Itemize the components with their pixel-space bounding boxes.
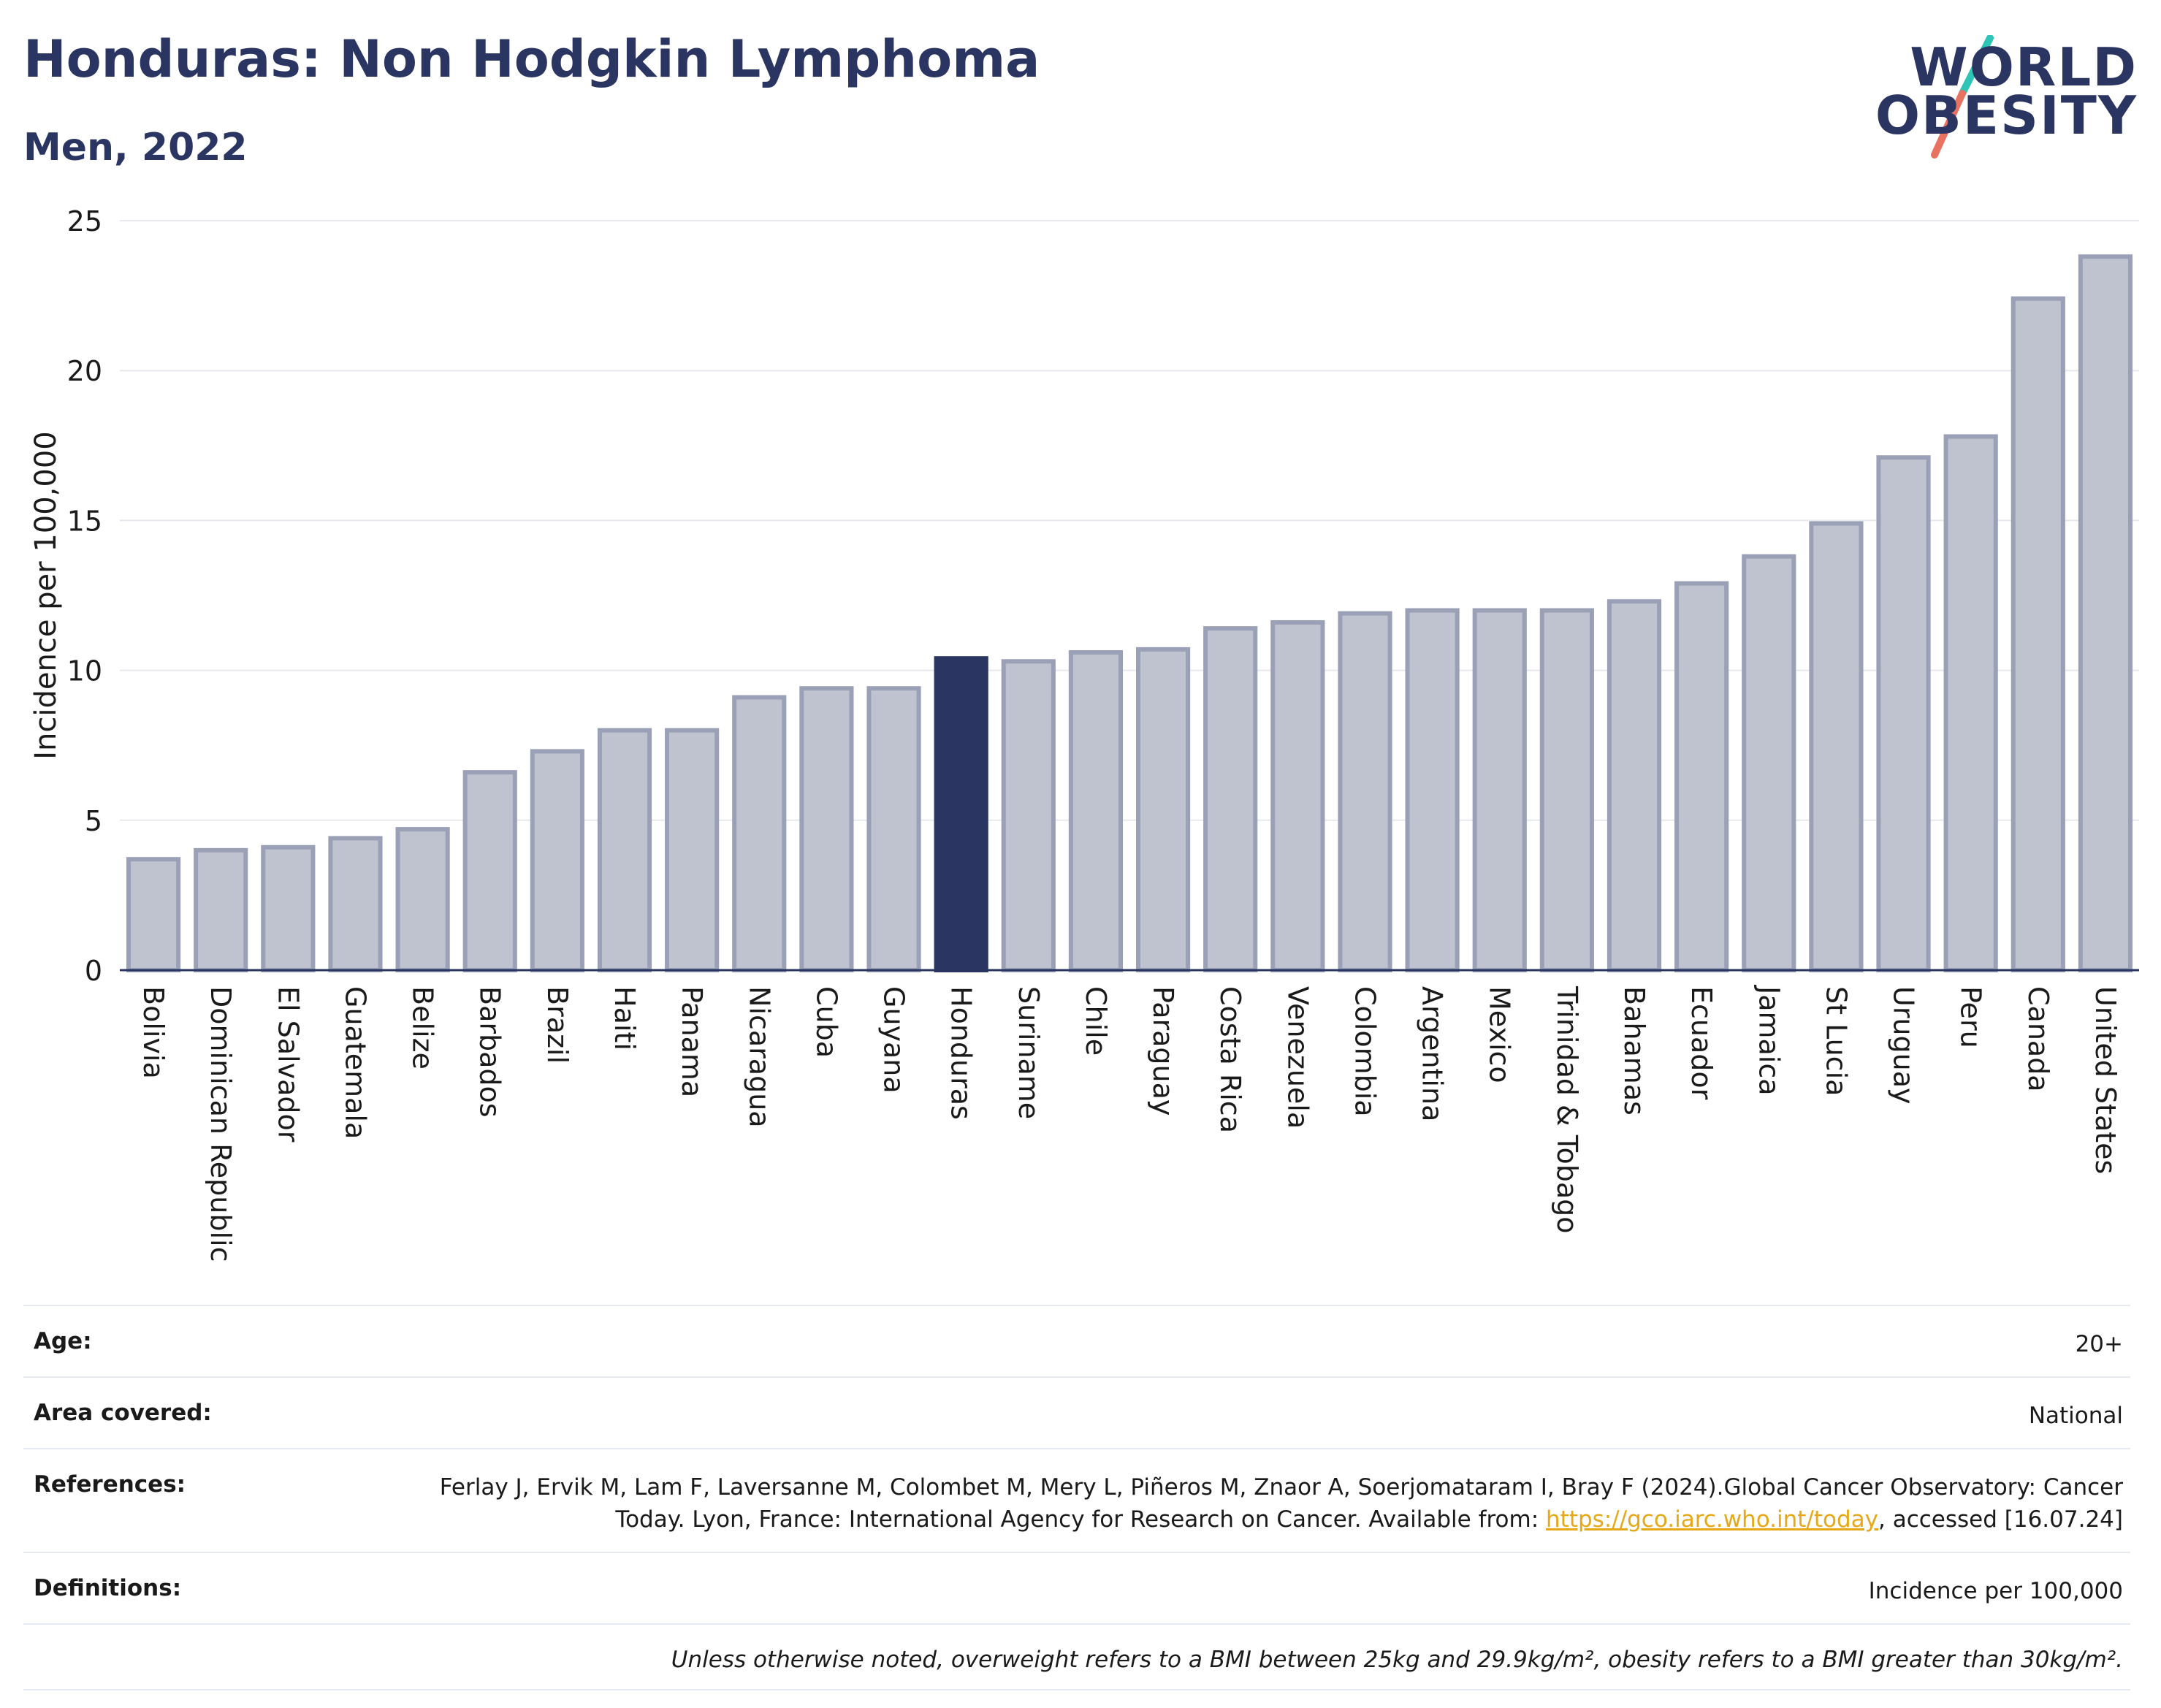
bar-nicaragua[interactable] (732, 695, 787, 972)
x-tick-label: Trinidad & Tobago (1551, 985, 1583, 1234)
bar-canada[interactable] (2011, 296, 2065, 973)
bar-peru[interactable] (1943, 434, 1998, 973)
x-tick-label: Paraguay (1147, 986, 1179, 1116)
bar-colombia[interactable] (1338, 611, 1392, 973)
logo-word-obesity: OBESITY (1875, 85, 2138, 146)
x-tick-label: Costa Rica (1214, 986, 1246, 1133)
x-tick-label: Peru (1955, 986, 1987, 1048)
bar-el-salvador[interactable] (261, 845, 316, 973)
meta-row-age: Age: 20+ (23, 1305, 2130, 1376)
world-obesity-logo: WORLD OBESITY (1875, 35, 2138, 159)
bar-st-lucia[interactable] (1809, 521, 1864, 972)
x-tick-label: Ecuador (1685, 986, 1718, 1100)
x-tick-label: Jamaica (1753, 985, 1785, 1096)
x-tick-label: Cuba (810, 986, 842, 1058)
x-tick-label: Bolivia (137, 986, 169, 1079)
bar-mexico[interactable] (1472, 608, 1527, 973)
bar-bolivia[interactable] (126, 857, 181, 972)
x-tick-label: Nicaragua (743, 986, 775, 1128)
x-tick-label: Brazil (541, 986, 573, 1064)
bar-paraguay[interactable] (1135, 647, 1191, 972)
x-tick-label: St Lucia (1820, 986, 1852, 1096)
bar-united-states[interactable] (2078, 254, 2133, 973)
bar-barbados[interactable] (462, 770, 517, 972)
bar-venezuela[interactable] (1270, 619, 1325, 972)
meta-row-definitions: Definitions: Incidence per 100,000 (23, 1552, 2130, 1623)
bar-jamaica[interactable] (1742, 554, 1796, 972)
x-tick-label: Colombia (1349, 986, 1381, 1117)
bar-cuba[interactable] (799, 686, 854, 972)
logo-word-world: WORLD (1910, 37, 2138, 98)
bar-belize[interactable] (395, 827, 450, 972)
bar-ecuador[interactable] (1674, 581, 1729, 972)
x-tick-label: United States (2089, 986, 2122, 1174)
y-tick-label: 20 (67, 355, 102, 387)
grid-lines (120, 220, 2139, 821)
bars (126, 254, 2133, 973)
meta-age-value: 20+ (2075, 1331, 2123, 1357)
meta-references-label: References: (34, 1471, 186, 1498)
meta-area-label: Area covered: (34, 1400, 212, 1426)
x-tick-label: Guyana (878, 986, 910, 1094)
y-tick-label: 5 (85, 805, 102, 837)
x-tick-label: Chile (1080, 986, 1112, 1056)
references-suffix: , accessed [16.07.24] (1878, 1506, 2123, 1533)
bar-argentina[interactable] (1405, 608, 1460, 973)
x-tick-label: Venezuela (1281, 986, 1314, 1129)
bar-suriname[interactable] (1001, 659, 1056, 973)
y-tick-label: 25 (67, 205, 102, 237)
x-tick-label: Uruguay (1888, 986, 1920, 1105)
x-tick-label: Argentina (1417, 986, 1449, 1121)
meta-definitions-label: Definitions: (34, 1575, 182, 1601)
references-text: Ferlay J, Ervik M, Lam F, Laversanne M, … (439, 1474, 2123, 1533)
page-title: Honduras: Non Hodgkin Lymphoma (23, 29, 1040, 89)
metadata-table: Age: 20+ Area covered: National Referenc… (23, 1305, 2130, 1690)
y-axis-label: Incidence per 100,000 (29, 431, 63, 760)
x-tick-label: Haiti (609, 986, 641, 1051)
x-tick-label: Mexico (1484, 986, 1516, 1083)
page-subtitle: Men, 2022 (23, 126, 248, 169)
references-link[interactable]: https://gco.iarc.who.int/today (1546, 1506, 1878, 1533)
bar-chart: 0 5 10 15 20 25 Bolivia Dominican Republic El Sa… (29, 205, 2139, 1262)
meta-row-area: Area covered: National (23, 1376, 2130, 1448)
x-tick-label: Canada (2022, 986, 2054, 1092)
bar-dominican-republic[interactable] (194, 847, 248, 973)
x-tick-label: Dominican Republic (205, 986, 237, 1262)
x-tick-label: Guatemala (339, 986, 371, 1139)
bmi-note: Unless otherwise noted, overweight refer… (671, 1647, 2123, 1673)
x-tick-label: Barbados (474, 986, 506, 1118)
bar-brazil[interactable] (530, 749, 584, 973)
x-tick-label: Belize (407, 986, 439, 1070)
y-tick-label: 15 (67, 505, 102, 537)
meta-references-value: Ferlay J, Ervik M, Lam F, Laversanne M, … (370, 1471, 2123, 1536)
meta-row-references: References: Ferlay J, Ervik M, Lam F, La… (23, 1448, 2130, 1552)
bar-trinidad-tobago[interactable] (1539, 608, 1594, 973)
bar-panama[interactable] (665, 728, 720, 972)
bar-costa-rica[interactable] (1203, 626, 1258, 972)
y-tick-label: 0 (85, 955, 102, 987)
x-tick-label: Honduras (945, 986, 977, 1120)
bar-chile[interactable] (1068, 649, 1124, 972)
logo-slash-icon (1931, 35, 1994, 159)
meta-age-label: Age: (34, 1328, 92, 1354)
meta-definitions-value: Incidence per 100,000 (1868, 1578, 2123, 1604)
bar-honduras[interactable] (934, 656, 988, 973)
bar-uruguay[interactable] (1876, 455, 1931, 972)
meta-row-note: Unless otherwise noted, overweight refer… (23, 1623, 2130, 1690)
x-tick-label: Panama (676, 986, 708, 1097)
x-tick-label: El Salvador (272, 986, 304, 1143)
x-tick-label: Bahamas (1618, 986, 1650, 1116)
bar-haiti[interactable] (597, 728, 652, 972)
y-tick-label: 10 (67, 655, 102, 687)
axes: 0 5 10 15 20 25 Bolivia Dominican Republic El Sa… (67, 205, 2139, 1262)
bar-bahamas[interactable] (1607, 599, 1662, 972)
x-tick-label: Suriname (1013, 986, 1045, 1119)
meta-area-value: National (2028, 1403, 2123, 1429)
bar-guatemala[interactable] (328, 836, 383, 973)
bar-guyana[interactable] (866, 686, 921, 972)
